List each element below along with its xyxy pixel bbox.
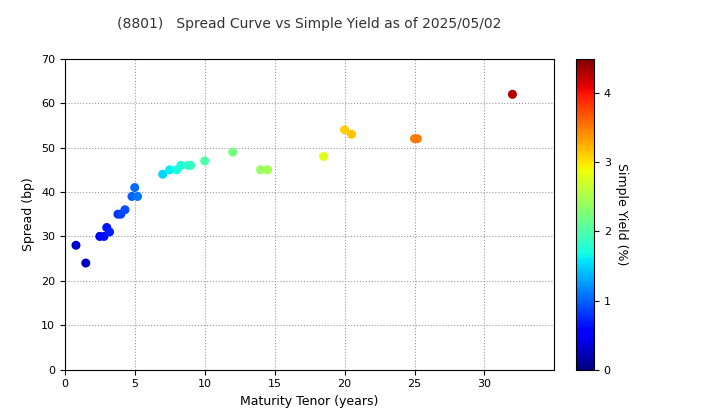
Point bbox=[255, 166, 266, 173]
Point bbox=[199, 158, 210, 164]
Y-axis label: Simple Yield (%): Simple Yield (%) bbox=[614, 163, 628, 265]
Point bbox=[318, 153, 329, 160]
Point bbox=[175, 162, 186, 169]
Point bbox=[104, 228, 115, 235]
Point bbox=[101, 224, 112, 231]
Point bbox=[171, 166, 182, 173]
Point bbox=[71, 242, 82, 249]
Point bbox=[262, 166, 274, 173]
Point bbox=[115, 211, 127, 218]
Point bbox=[94, 233, 106, 240]
Point bbox=[185, 162, 197, 169]
Point bbox=[182, 162, 194, 169]
Point bbox=[507, 91, 518, 98]
Point bbox=[80, 260, 91, 266]
Point bbox=[129, 184, 140, 191]
X-axis label: Maturity Tenor (years): Maturity Tenor (years) bbox=[240, 395, 379, 408]
Point bbox=[346, 131, 357, 138]
Point bbox=[164, 166, 176, 173]
Point bbox=[227, 149, 238, 155]
Y-axis label: Spread (bp): Spread (bp) bbox=[22, 177, 35, 251]
Point bbox=[112, 211, 124, 218]
Point bbox=[157, 171, 168, 178]
Point bbox=[132, 193, 143, 200]
Point bbox=[126, 193, 138, 200]
Point bbox=[409, 135, 420, 142]
Point bbox=[339, 126, 351, 133]
Point bbox=[98, 233, 109, 240]
Point bbox=[412, 135, 423, 142]
Text: (8801)   Spread Curve vs Simple Yield as of 2025/05/02: (8801) Spread Curve vs Simple Yield as o… bbox=[117, 17, 502, 31]
Point bbox=[120, 206, 131, 213]
